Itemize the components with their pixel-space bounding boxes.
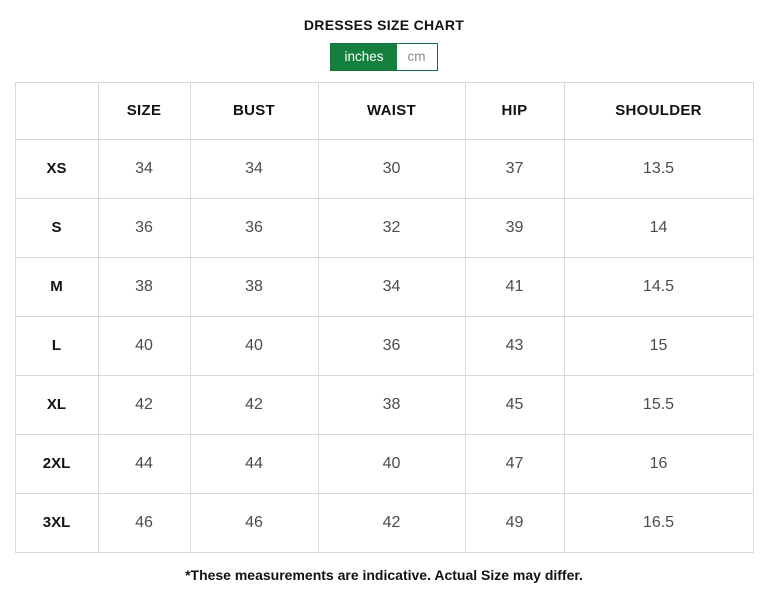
measurement-cell: 34 <box>97 138 191 199</box>
measurement-cell: 42 <box>97 374 191 435</box>
measurement-cell: 40 <box>189 315 319 376</box>
header-empty <box>14 81 99 140</box>
measurement-cell: 14.5 <box>563 256 754 317</box>
measurement-cell: 44 <box>97 433 191 494</box>
measurement-cell: 30 <box>317 138 466 199</box>
measurement-cell: 42 <box>317 492 466 553</box>
measurement-cell: 16.5 <box>563 492 754 553</box>
measurement-cell: 34 <box>317 256 466 317</box>
row-size-label: XL <box>14 374 99 435</box>
measurement-cell: 37 <box>464 138 565 199</box>
unit-toggle-cm[interactable]: cm <box>396 44 437 70</box>
table-row: M 38 38 34 41 14.5 <box>14 256 754 317</box>
measurement-cell: 39 <box>464 197 565 258</box>
page-title: DRESSES SIZE CHART <box>303 17 465 33</box>
size-chart-panel: DRESSES SIZE CHART inches cm SIZE BUST W… <box>0 17 768 583</box>
table-row: S 36 36 32 39 14 <box>14 197 754 258</box>
table-row: 3XL 46 46 42 49 16.5 <box>14 492 754 553</box>
measurement-cell: 14 <box>563 197 754 258</box>
measurement-cell: 49 <box>464 492 565 553</box>
header-size: SIZE <box>97 81 191 140</box>
row-size-label: 2XL <box>14 433 99 494</box>
measurement-cell: 40 <box>317 433 466 494</box>
table-row: XL 42 42 38 45 15.5 <box>14 374 754 435</box>
measurement-cell: 38 <box>189 256 319 317</box>
table-header-row: SIZE BUST WAIST HIP SHOULDER <box>14 81 754 140</box>
measurement-cell: 36 <box>189 197 319 258</box>
measurement-cell: 15 <box>563 315 754 376</box>
measurement-cell: 46 <box>97 492 191 553</box>
header-shoulder: SHOULDER <box>563 81 754 140</box>
table-row: L 40 40 36 43 15 <box>14 315 754 376</box>
row-size-label: L <box>14 315 99 376</box>
measurement-cell: 45 <box>464 374 565 435</box>
size-table-body: XS 34 34 30 37 13.5 S 36 36 32 39 14 M 38 38 34 41 14.5 L 4… <box>14 138 754 553</box>
row-size-label: S <box>14 197 99 258</box>
measurement-cell: 43 <box>464 315 565 376</box>
measurement-cell: 36 <box>97 197 191 258</box>
unit-toggle: inches cm <box>0 43 768 71</box>
measurement-cell: 46 <box>189 492 319 553</box>
row-size-label: 3XL <box>14 492 99 553</box>
table-row: 2XL 44 44 40 47 16 <box>14 433 754 494</box>
header-hip: HIP <box>464 81 565 140</box>
measurement-cell: 44 <box>189 433 319 494</box>
measurement-cell: 47 <box>464 433 565 494</box>
unit-toggle-inches[interactable]: inches <box>331 44 397 70</box>
measurement-cell: 15.5 <box>563 374 754 435</box>
measurement-cell: 32 <box>317 197 466 258</box>
row-size-label: M <box>14 256 99 317</box>
size-chart-table: SIZE BUST WAIST HIP SHOULDER XS 34 34 30 37 1… <box>14 81 754 553</box>
measurement-cell: 16 <box>563 433 754 494</box>
measurement-cell: 34 <box>189 138 319 199</box>
measurement-cell: 36 <box>317 315 466 376</box>
row-size-label: XS <box>14 138 99 199</box>
measurement-cell: 41 <box>464 256 565 317</box>
measurement-cell: 42 <box>189 374 319 435</box>
footnote: *These measurements are indicative. Actu… <box>185 566 583 583</box>
measurement-cell: 38 <box>317 374 466 435</box>
header-bust: BUST <box>189 81 319 140</box>
measurement-cell: 40 <box>97 315 191 376</box>
table-row: XS 34 34 30 37 13.5 <box>14 138 754 199</box>
measurement-cell: 38 <box>97 256 191 317</box>
measurement-cell: 13.5 <box>563 138 754 199</box>
header-waist: WAIST <box>317 81 466 140</box>
unit-toggle-group: inches cm <box>330 43 438 71</box>
